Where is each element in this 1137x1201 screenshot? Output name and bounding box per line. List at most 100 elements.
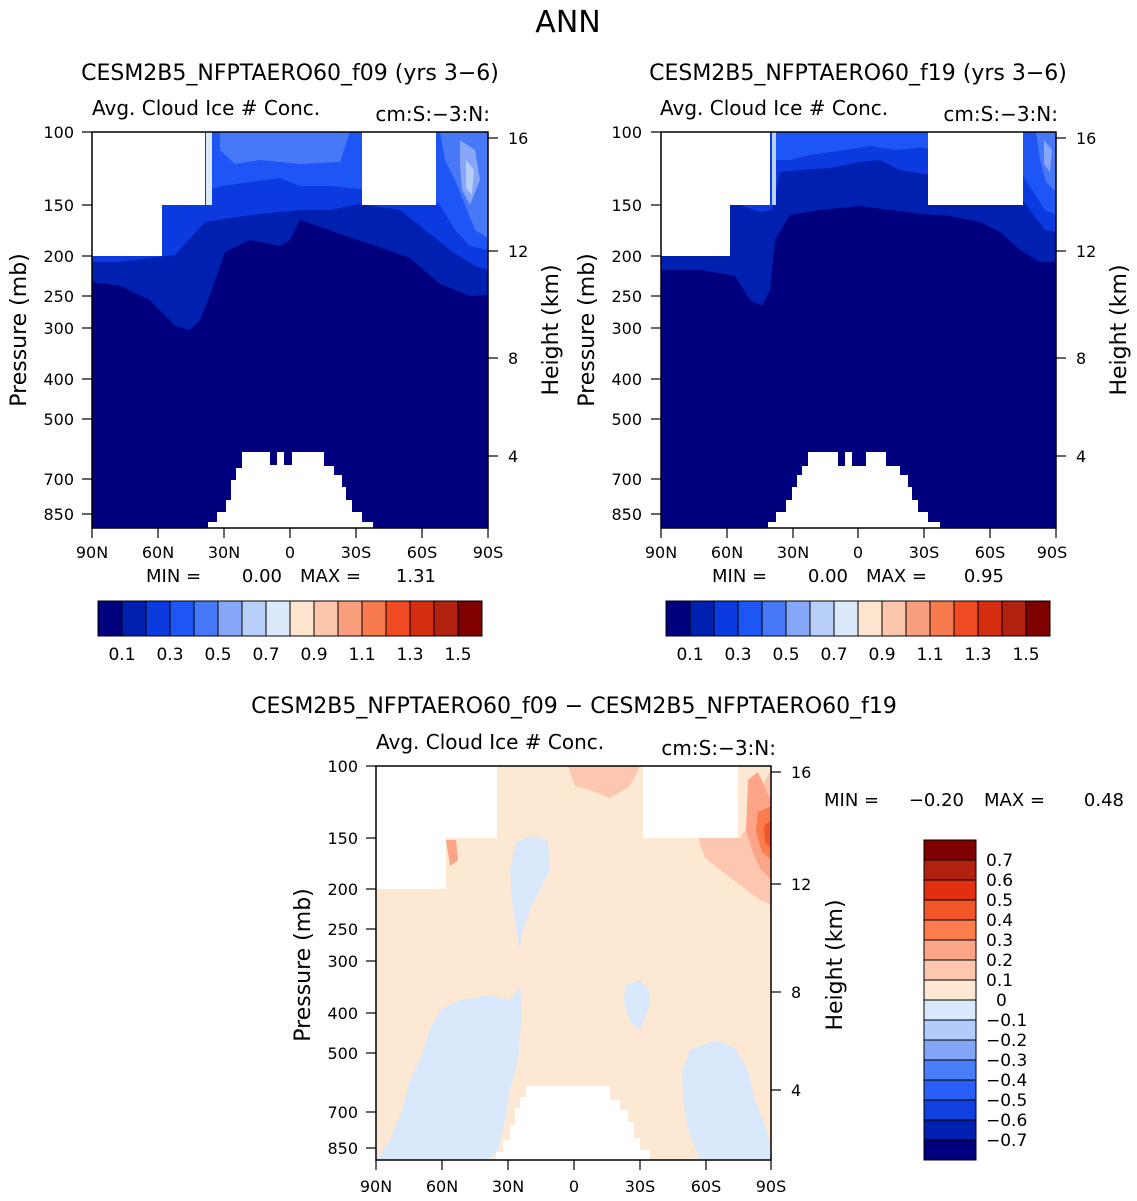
y-tick: 400 [327,1004,358,1023]
colorbar-swatch [217,600,243,637]
colorbar-label: 0.6 [986,871,1013,891]
y-tick: 200 [43,247,74,266]
colorbar-swatch [289,600,315,637]
y-tick-labels: 100 150 200 250 300 400 500 700 850 [611,123,642,524]
colorbar-swatch [977,600,1003,637]
colorbar [665,600,1051,637]
colorbar-swatch [97,600,123,637]
colorbar-label: 0.4 [986,911,1013,931]
colorbar-label: 0.9 [868,645,895,665]
colorbar-labels: 0.1 0.3 0.5 0.7 0.9 1.1 1.3 1.5 [108,645,471,665]
y-tick: 700 [611,470,642,489]
colorbar-label: 0.3 [724,645,751,665]
colorbar-swatch [923,1139,977,1161]
x-tick-labels: 90N 60N 30N 0 30S 60S 90S [645,543,1067,562]
colorbar-label: 1.3 [964,645,991,665]
panel-title: CESM2B5_NFPTAERO60_f09 (yrs 3−6) [81,61,499,86]
colorbar-swatch [833,600,859,637]
colorbar-label: 0.7 [986,851,1013,871]
colorbar-swatch [923,1119,977,1141]
colorbar-swatch [923,899,977,921]
x-tick: 60S [975,543,1006,562]
colorbar-swatch [923,959,977,981]
height-tick-labels: 16 12 8 4 [791,763,811,1100]
colorbar-label: 1.1 [916,645,943,665]
colorbar-swatch [169,600,195,637]
colorbar-swatch [929,600,955,637]
x-tick: 30N [492,1177,524,1196]
x-tick: 30S [341,543,372,562]
x-tick: 90S [1037,543,1068,562]
colorbar-label: 1.5 [1012,645,1039,665]
y-tick: 500 [43,410,74,429]
x-tick: 30S [625,1177,656,1196]
colorbar-swatch [923,999,977,1021]
height-tick: 12 [508,242,528,261]
y-tick: 100 [611,123,642,142]
y-tick: 400 [43,370,74,389]
missing-surface [496,1086,650,1160]
colorbar-swatch [313,600,339,637]
colorbar-swatch [809,600,835,637]
colorbar-label: 0.3 [986,931,1013,951]
colorbar-label: 1.3 [396,645,423,665]
colorbar-swatch [761,600,787,637]
min-label: MIN = [712,566,767,587]
colorbar-label: 0.3 [156,645,183,665]
colorbar-labels: 0.1 0.3 0.5 0.7 0.9 1.1 1.3 1.5 [676,645,1039,665]
colorbar-label: 0.9 [300,645,327,665]
y-tick: 300 [43,319,74,338]
field-level-pos2 [568,766,771,905]
height-tick-labels: 16 12 8 4 [1076,129,1096,466]
y-tick: 850 [327,1139,358,1158]
colorbar-label: −0.4 [986,1071,1027,1091]
field-level-neg1 [510,836,550,950]
panel-f09: CESM2B5_NFPTAERO60_f09 (yrs 3−6) Avg. Cl… [7,61,564,665]
field-level-pos4 [756,806,771,860]
y-tick: 150 [327,829,358,848]
y-axis-label: Pressure (mb) [575,253,600,407]
colorbar-label: 0.1 [986,971,1013,991]
x-tick: 90S [473,543,504,562]
colorbar-swatch [923,859,977,881]
colorbar-swatch [923,979,977,1001]
max-label: MAX = [866,566,927,587]
x-tick: 30S [909,543,940,562]
x-tick: 90N [360,1177,392,1196]
colorbar-swatch [665,600,691,637]
min-label: MIN = [824,790,879,811]
y-tick: 150 [611,196,642,215]
height-tick: 4 [1076,447,1086,466]
colorbar-swatch [923,879,977,901]
x-tick: 60S [691,1177,722,1196]
y-tick-labels: 100 150 200 250 300 400 500 700 850 [43,123,74,524]
y-tick: 300 [611,319,642,338]
y-tick: 700 [327,1103,358,1122]
missing-surface [768,452,940,528]
height-axis-label: Height (km) [823,899,848,1030]
min-label: MIN = [146,566,201,587]
colorbar-swatch [953,600,979,637]
x-tick: 30N [777,543,809,562]
min-max: MIN = 0.00 MAX = 1.31 [146,566,436,587]
y-tick: 250 [611,287,642,306]
colorbar-swatch [923,1039,977,1061]
height-tick: 4 [791,1081,801,1100]
colorbar-label: −0.7 [986,1131,1027,1151]
y-tick: 200 [327,880,358,899]
panel-difference: CESM2B5_NFPTAERO60_f09 − CESM2B5_NFPTAER… [251,694,1124,1196]
y-tick: 700 [43,470,74,489]
y-tick: 850 [611,505,642,524]
min-value: −0.20 [909,790,964,811]
height-tick: 8 [791,983,801,1002]
colorbar-swatch [337,600,363,637]
x-tick: 60N [426,1177,458,1196]
x-tick: 0 [569,1177,579,1196]
colorbar-swatch [923,1079,977,1101]
height-tick: 16 [1076,129,1096,148]
y-tick: 200 [611,247,642,266]
y-tick: 250 [327,920,358,939]
field-level-7 [466,160,474,195]
y-tick: 250 [43,287,74,306]
x-tick: 0 [285,543,295,562]
